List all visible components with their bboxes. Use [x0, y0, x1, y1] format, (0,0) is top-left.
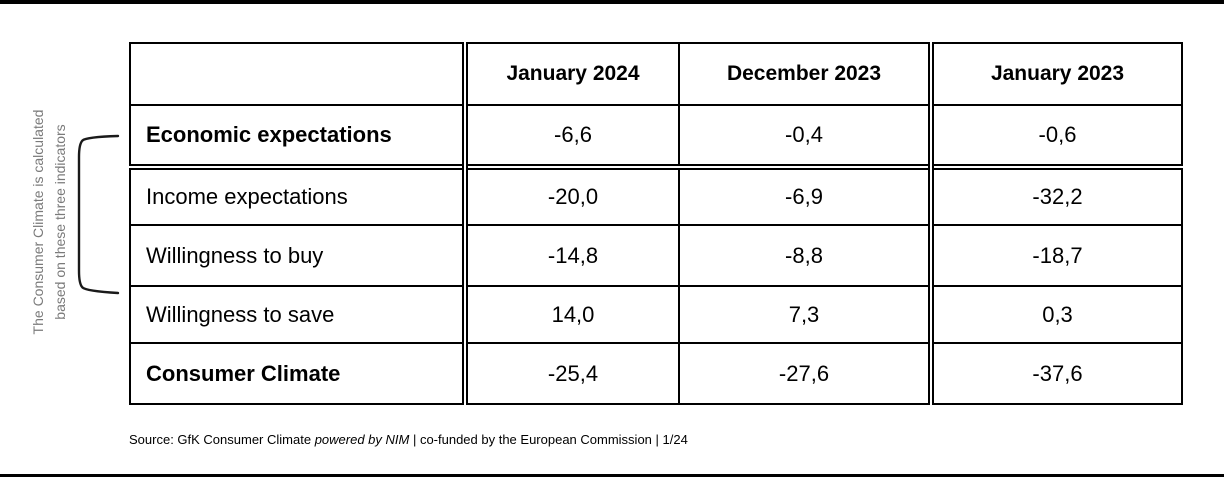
header-december-2023: December 2023 [678, 42, 932, 106]
row-label: Willingness to save [129, 285, 466, 344]
value-cell: -14,8 [462, 224, 680, 287]
top-rule-divider [0, 0, 1224, 4]
header-january-2024: January 2024 [462, 42, 680, 106]
row-willingness-to-buy: Willingness to buy -14,8 -8,8 -18,7 [129, 224, 1183, 287]
value-cell: -37,6 [928, 342, 1183, 405]
row-consumer-climate: Consumer Climate -25,4 -27,6 -37,6 [129, 342, 1183, 405]
value-cell: 7,3 [678, 285, 932, 344]
bottom-rule-divider [0, 474, 1224, 477]
value-cell: -32,2 [928, 164, 1183, 226]
value-cell: 0,3 [928, 285, 1183, 344]
row-willingness-to-save: Willingness to save 14,0 7,3 0,3 [129, 285, 1183, 344]
row-income-expectations: Income expectations -20,0 -6,9 -32,2 [129, 164, 1183, 226]
source-prefix: Source: GfK Consumer Climate [129, 432, 315, 447]
consumer-climate-table: January 2024 December 2023 January 2023 … [129, 42, 1183, 405]
value-cell: -20,0 [462, 164, 680, 226]
side-note-line2: based on these three indicators [52, 124, 68, 320]
source-suffix: | co-funded by the European Commission |… [409, 432, 688, 447]
side-note-line1: The Consumer Climate is calculated [30, 109, 46, 335]
side-note: The Consumer Climate is calculated based… [27, 110, 71, 335]
value-cell: -0,4 [678, 104, 932, 168]
row-label: Consumer Climate [129, 342, 466, 405]
source-italic: powered by NIM [314, 432, 410, 447]
row-label: Economic expectations [129, 104, 466, 168]
value-cell: -25,4 [462, 342, 680, 405]
source-line: Source: GfK Consumer Climate powered by … [129, 432, 688, 447]
header-january-2023: January 2023 [928, 42, 1183, 106]
bracket-icon [77, 134, 120, 295]
value-cell: -18,7 [928, 224, 1183, 287]
value-cell: -27,6 [678, 342, 932, 405]
value-cell: 14,0 [462, 285, 680, 344]
value-cell: -8,8 [678, 224, 932, 287]
value-cell: -6,9 [678, 164, 932, 226]
table-header-row: January 2024 December 2023 January 2023 [129, 42, 1183, 106]
value-cell: -6,6 [462, 104, 680, 168]
row-label: Willingness to buy [129, 224, 466, 287]
value-cell: -0,6 [928, 104, 1183, 168]
row-economic-expectations: Economic expectations -6,6 -0,4 -0,6 [129, 104, 1183, 168]
header-empty-cell [129, 42, 466, 106]
row-label: Income expectations [129, 164, 466, 226]
